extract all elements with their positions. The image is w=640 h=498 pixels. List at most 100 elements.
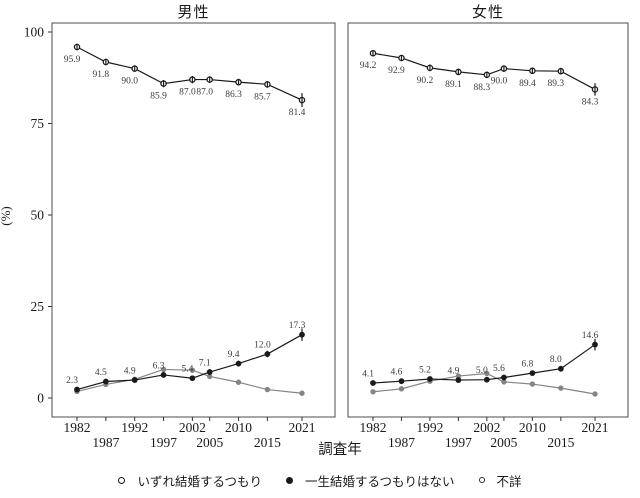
x-tick-label: 1992: [121, 420, 148, 435]
data-point: [558, 385, 564, 391]
data-label: 86.3: [225, 90, 242, 100]
data-label: 5.0: [476, 366, 488, 376]
data-point: [484, 370, 490, 377]
data-label: 81.4: [289, 108, 306, 118]
data-label: 4.9: [447, 367, 459, 377]
y-axis-label: (%): [0, 206, 13, 226]
data-label: 87.0: [179, 88, 196, 98]
data-label: 95.9: [64, 55, 81, 65]
data-point: [455, 377, 462, 383]
data-point: [529, 381, 536, 387]
data-label: 91.8: [93, 70, 110, 80]
series-gray-filled-circle: [370, 370, 598, 397]
x-tick-label: 2010: [225, 420, 252, 435]
x-tick-label: 1987: [92, 435, 119, 450]
y-tick-label: 25: [31, 299, 45, 314]
x-tick-label: 2005: [196, 435, 223, 450]
data-label: 4.1: [362, 369, 374, 379]
series-open-circle: 95.9 91.8 90.0 85.9 87.0 87.0 86.3 85.7 81.4: [64, 43, 306, 118]
x-axis-label: 調査年: [318, 442, 362, 458]
panel-border: [51, 22, 336, 418]
data-point: [529, 370, 536, 377]
filled-circle-icon: [285, 476, 293, 484]
data-label: 6.8: [521, 360, 533, 370]
data-label: 89.1: [445, 80, 462, 90]
data-label: 6.3: [153, 361, 165, 371]
series-filled-circle: 2.3 4.5 4.9 6.3 5.4 7.1 9.4 12.0 17.3: [66, 321, 306, 393]
small-open-circle-icon: [478, 477, 485, 483]
x-tick-label: 1987: [388, 435, 415, 450]
data-point: [160, 366, 167, 373]
data-point: [299, 390, 305, 396]
series-filled-circle: 4.1 4.6 5.2 4.9 5.0 5.6 6.8 8.0 14.6: [362, 331, 599, 386]
y-tick-label: 0: [37, 391, 44, 406]
data-label: 12.0: [254, 341, 271, 351]
legend-item-intend-to-marry: いずれ結婚するつもり: [118, 471, 262, 490]
data-point: [264, 351, 271, 357]
legend-item-unknown: 不詳: [478, 471, 522, 490]
data-label: 4.5: [95, 368, 107, 378]
data-label: 4.6: [391, 368, 403, 378]
data-point: [398, 386, 405, 392]
data-label: 92.9: [388, 66, 405, 76]
data-point: [483, 376, 490, 383]
data-label: 90.0: [491, 77, 508, 87]
data-label: 89.3: [548, 79, 565, 89]
legend-label: 一生結婚するつもりはない: [304, 474, 455, 489]
data-label: 9.4: [228, 350, 240, 360]
data-point: [102, 378, 109, 385]
data-label: 90.2: [417, 76, 434, 86]
data-point: [131, 377, 138, 383]
legend-label: いずれ結婚するつもり: [137, 474, 262, 489]
data-label: 85.7: [254, 92, 271, 102]
data-point: [557, 365, 564, 372]
data-label: 17.3: [289, 321, 306, 331]
data-label: 87.0: [196, 88, 213, 98]
data-point: [592, 391, 598, 397]
data-point: [370, 380, 376, 386]
legend-item-never-marry: 一生結婚するつもりはない: [285, 471, 455, 490]
data-label: 94.2: [360, 61, 377, 71]
series-open-circle: 94.2 92.9 90.2 89.1 88.390.0 89.4 89.3 84.3: [360, 49, 599, 107]
series-line: [372, 372, 596, 395]
x-tick-label: 1997: [445, 435, 472, 450]
data-label: 2.3: [66, 376, 78, 386]
data-point: [592, 341, 598, 348]
x-tick-label: 2002: [179, 420, 206, 435]
data-point: [501, 374, 507, 381]
y-tick-label: 75: [31, 116, 45, 131]
x-tick-label: 2021: [582, 420, 609, 435]
y-tick-label: 50: [31, 208, 45, 223]
x-tick-label: 1982: [360, 420, 387, 435]
data-label: 90.0: [121, 77, 138, 87]
data-point: [74, 386, 80, 393]
data-point: [370, 389, 376, 395]
data-label: 88.3: [474, 83, 491, 93]
x-tick-label: 2010: [519, 420, 546, 435]
open-circle-icon: [118, 476, 126, 484]
x-tick-label: 2021: [289, 420, 316, 435]
data-point: [427, 376, 433, 382]
data-label: 5.2: [419, 365, 431, 375]
data-label: 4.9: [124, 367, 136, 377]
x-tick-label: 2015: [547, 435, 574, 450]
y-tick-label: 100: [24, 25, 45, 40]
x-tick-label: 2002: [473, 420, 500, 435]
y-axis: 0 25 50 75 100: [24, 25, 52, 406]
x-tick-label: 2015: [254, 435, 281, 450]
legend: いずれ結婚するつもり 一生結婚するつもりはない 不詳: [0, 469, 640, 491]
data-point: [299, 331, 305, 338]
data-label: 89.4: [519, 79, 536, 89]
data-label: 8.0: [550, 355, 562, 365]
data-label: 85.9: [150, 92, 167, 102]
panel-border: [347, 22, 629, 418]
data-point: [235, 379, 242, 385]
x-tick-label: 1992: [416, 420, 443, 435]
data-point: [264, 386, 271, 393]
data-label: 14.6: [582, 331, 599, 341]
data-point: [206, 369, 213, 375]
facet-title-male: 男性: [177, 5, 210, 21]
x-tick-label: 1982: [64, 420, 91, 435]
